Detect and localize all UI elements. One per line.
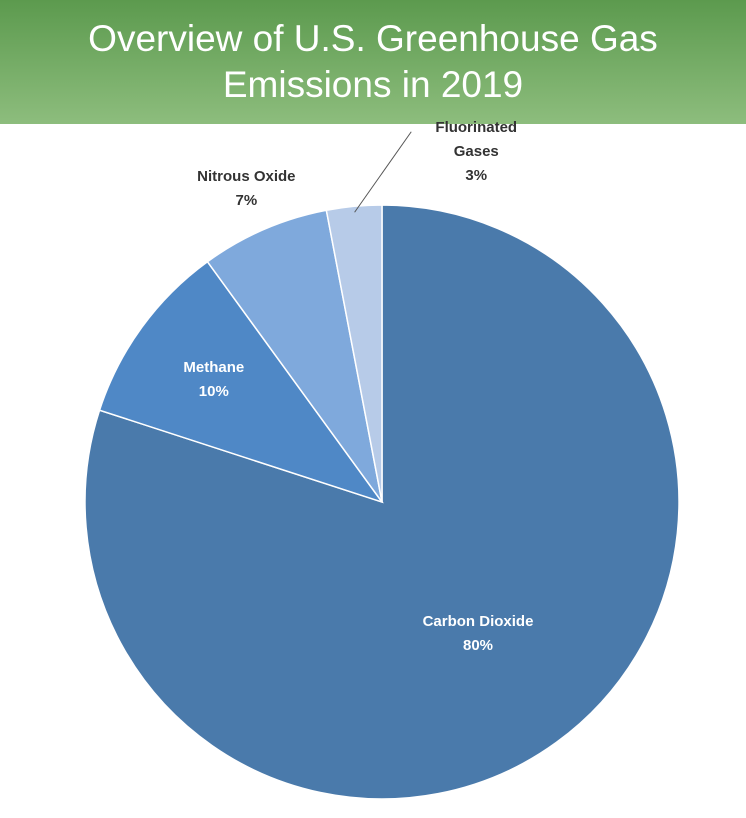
slice-label: Nitrous Oxide 7% [181,165,311,213]
slice-label: Methane 10% [149,356,279,404]
pie-slice [98,260,384,504]
category-label: Nitrous Oxide [197,167,296,185]
leader-line [354,131,412,213]
value-label: 80% [462,637,494,655]
category-label: Fluorinated Gases [435,118,518,160]
header: Overview of U.S. Greenhouse Gas Emission… [0,0,746,124]
slice-label: Carbon Dioxide 80% [413,610,543,658]
value-label: 10% [198,382,229,400]
category-label: Carbon Dioxide [422,613,534,631]
category-label: Methane [183,358,245,376]
pie-slice [325,204,383,503]
chart-title: Overview of U.S. Greenhouse Gas Emission… [88,18,658,105]
value-label: 3% [465,166,488,184]
value-label: 7% [235,191,258,209]
slice-label: Fluorinated Gases 3% [431,116,521,188]
pie-slice [206,209,383,503]
